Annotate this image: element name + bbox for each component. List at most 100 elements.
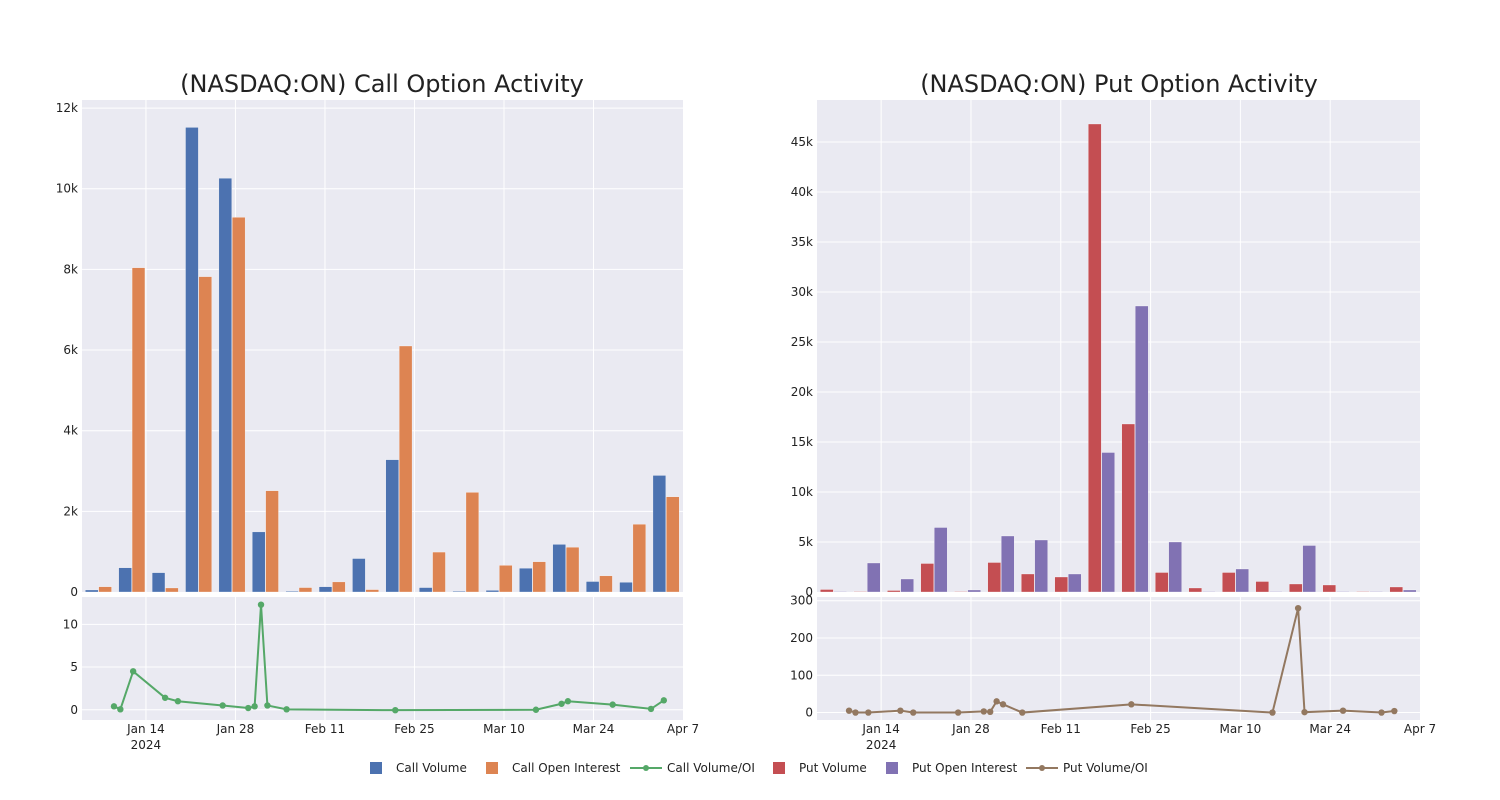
y-tick-label: 300	[790, 594, 813, 608]
bar-plot-background	[82, 100, 683, 592]
ratio-point	[1128, 701, 1135, 708]
legend-marker	[1039, 765, 1045, 771]
x-tick-label: Mar 24	[573, 722, 615, 736]
legend-label: Put Volume/OI	[1063, 761, 1148, 775]
ratio-point	[129, 668, 137, 675]
bar	[599, 575, 613, 593]
x-tick-label: Jan 14	[861, 722, 900, 736]
y-tick-label: 15k	[791, 435, 813, 449]
bar	[1369, 591, 1383, 593]
bar	[900, 578, 914, 593]
bar	[1289, 583, 1303, 593]
ratio-point	[264, 702, 271, 709]
ratio-point	[993, 698, 1000, 705]
bar	[318, 586, 333, 593]
bar	[1068, 573, 1082, 593]
bar	[265, 490, 279, 593]
bar	[185, 127, 199, 593]
ratio-point	[558, 700, 565, 707]
x-tick-label: Mar 10	[1220, 722, 1262, 736]
y-tick-label: 40k	[791, 185, 813, 199]
bar	[1034, 539, 1048, 593]
ratio-point	[999, 701, 1007, 708]
bar	[385, 459, 399, 593]
bar	[532, 561, 546, 593]
y-tick-label: 8k	[63, 262, 78, 276]
ratio-point	[1269, 709, 1276, 716]
ratio-point	[647, 705, 655, 713]
bar	[419, 587, 433, 593]
ratio-point	[1391, 707, 1398, 715]
bar	[920, 563, 934, 593]
bar	[619, 582, 633, 593]
bar	[934, 527, 948, 593]
bar	[967, 589, 981, 593]
x-tick-label: Mar 10	[483, 722, 525, 736]
series-call-open-interest	[98, 217, 680, 593]
bar	[1269, 591, 1283, 593]
ratio-point	[283, 706, 290, 713]
legend-label: Put Open Interest	[912, 761, 1018, 775]
bar	[1121, 423, 1135, 593]
x-tick-label: Mar 24	[1309, 722, 1351, 736]
bar	[820, 589, 834, 593]
bar	[85, 589, 99, 593]
x-tick-label: Jan 14	[126, 722, 165, 736]
legend-marker	[643, 765, 649, 771]
legend-swatch	[486, 762, 498, 774]
series-put-open-interest	[833, 305, 1417, 593]
bar-plot-area	[82, 100, 683, 593]
bar	[1389, 586, 1403, 593]
bar	[1001, 535, 1015, 593]
bar	[1168, 541, 1182, 593]
bar	[252, 531, 266, 593]
ratio-point	[954, 709, 962, 716]
y-tick-label: 5	[70, 660, 78, 674]
bar	[954, 591, 968, 593]
bar	[1235, 568, 1249, 593]
bar	[1322, 584, 1336, 593]
y-tick-label: 30k	[791, 285, 813, 299]
bar	[198, 276, 212, 593]
bar	[1336, 591, 1350, 593]
bar	[652, 475, 666, 593]
y-tick-label: 0	[70, 585, 78, 599]
ratio-point	[865, 709, 872, 716]
legend-swatch	[886, 762, 898, 774]
series-put-volume	[820, 123, 1403, 593]
y-tick-label: 20k	[791, 385, 813, 399]
bar	[399, 345, 413, 593]
bar	[1403, 589, 1417, 593]
legend-label: Put Volume	[799, 761, 867, 775]
x-tick-label: Apr 7	[667, 722, 699, 736]
y-tick-label: 10k	[791, 485, 813, 499]
ratio-plot-area	[817, 597, 1420, 720]
bar	[887, 590, 901, 593]
legend-item: Call Volume/OI	[630, 761, 755, 775]
x-tick-label: Feb 25	[1130, 722, 1170, 736]
legend-label: Call Open Interest	[512, 761, 621, 775]
bar	[565, 547, 580, 593]
ratio-point	[251, 703, 258, 710]
ratio-point	[910, 709, 917, 716]
bar	[1222, 572, 1236, 593]
bar	[1088, 123, 1102, 593]
bar	[833, 591, 847, 593]
bar	[552, 544, 566, 593]
x-tick-label: Jan 28	[216, 722, 255, 736]
bar	[432, 551, 446, 593]
x-tick-year-label: 2024	[131, 738, 162, 752]
bar	[98, 586, 112, 593]
y-tick-label: 35k	[791, 235, 813, 249]
ratio-point	[845, 707, 853, 714]
bar	[352, 558, 366, 593]
bar	[1135, 305, 1149, 593]
x-tick-label: Jan 28	[951, 722, 990, 736]
bar	[1255, 581, 1269, 593]
bar	[332, 581, 346, 593]
y-tick-label: 0	[805, 585, 813, 599]
series-call-volume	[85, 127, 666, 593]
bar	[586, 581, 600, 593]
bar	[118, 567, 132, 593]
